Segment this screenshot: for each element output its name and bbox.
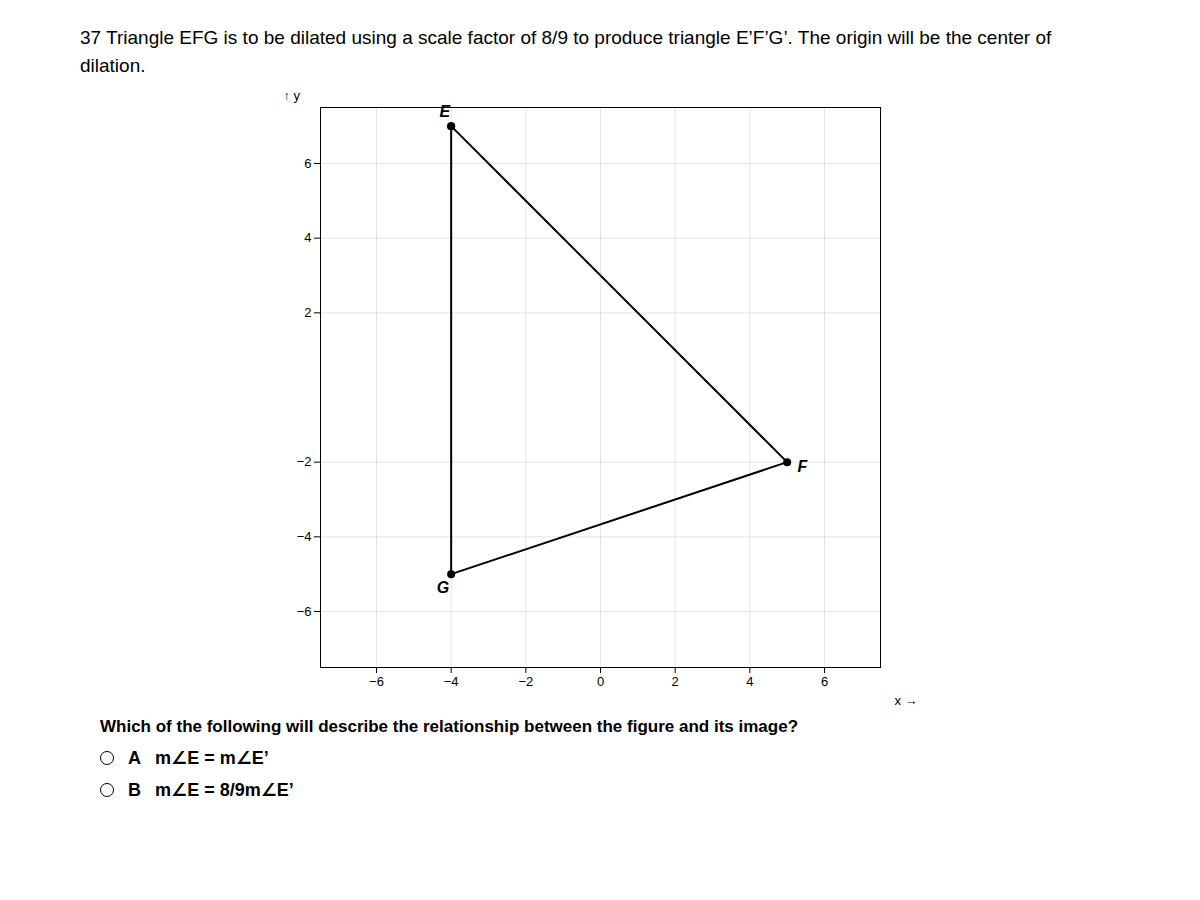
svg-text:x →: x → [894, 693, 917, 708]
svg-text:−6: −6 [369, 674, 384, 689]
html-text:B: B [128, 779, 141, 800]
html-text:m∠E = 8/9m∠E’: m∠E = 8/9m∠E’ [155, 780, 294, 801]
svg-text:−4: −4 [297, 529, 312, 544]
svg-text:F: F [797, 458, 808, 475]
svg-text:0: 0 [597, 674, 604, 689]
svg-text:↑ y: ↑ y [284, 88, 301, 103]
html-text:A: A [128, 747, 141, 768]
svg-text:−2: −2 [297, 454, 312, 469]
svg-text:−4: −4 [444, 674, 459, 689]
svg-text:6: 6 [821, 674, 828, 689]
svg-text:E: E [440, 103, 452, 120]
html-text:m∠E = m∠E’: m∠E = m∠E’ [155, 748, 269, 769]
svg-text:−6: −6 [297, 604, 312, 619]
html-text:Which of the following will de: Which of the following will describe the… [100, 717, 798, 737]
svg-text:G: G [437, 579, 449, 596]
html-text:37 Triangle EFG is to be dilat: 37 Triangle EFG is to be dilated using a… [80, 27, 1052, 76]
svg-text:2: 2 [304, 305, 311, 320]
svg-text:−2: −2 [518, 674, 533, 689]
svg-text:4: 4 [746, 674, 753, 689]
svg-text:6: 6 [304, 156, 311, 171]
svg-text:2: 2 [672, 674, 679, 689]
svg-text:4: 4 [304, 230, 311, 245]
